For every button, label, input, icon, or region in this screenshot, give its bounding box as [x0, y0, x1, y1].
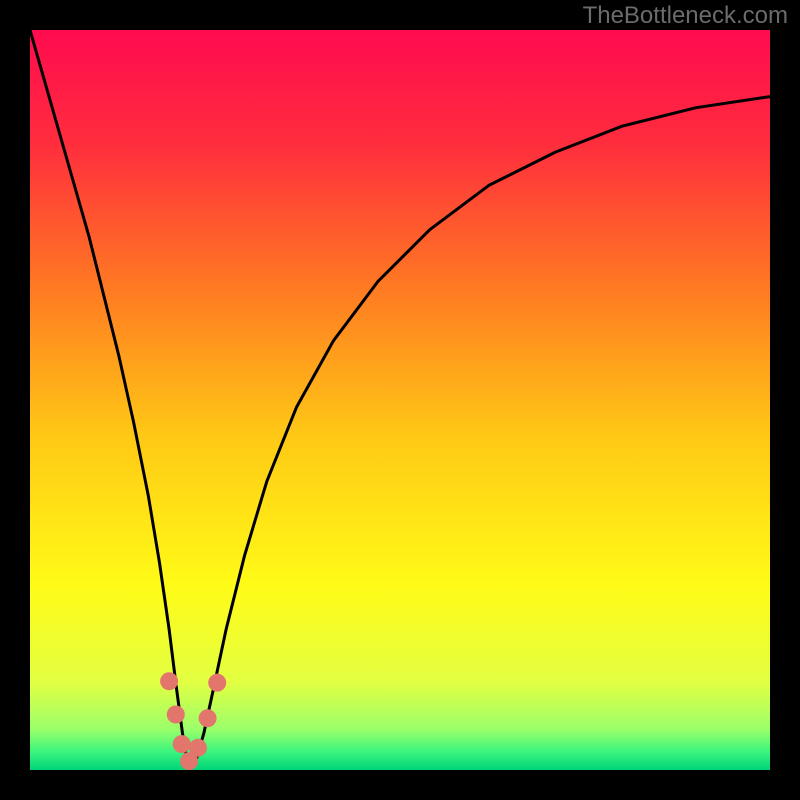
watermark-text: TheBottleneck.com: [583, 2, 788, 30]
curve-marker: [189, 739, 207, 757]
bottleneck-curve: [30, 30, 770, 766]
curve-marker: [208, 674, 226, 692]
curve-marker: [199, 709, 217, 727]
curve-marker: [160, 672, 178, 690]
plot-area: [30, 30, 770, 770]
curve-marker: [173, 735, 191, 753]
chart-frame: TheBottleneck.com: [0, 0, 800, 800]
chart-overlay-svg: [30, 30, 770, 770]
marker-group: [160, 672, 226, 770]
curve-marker: [167, 706, 185, 724]
